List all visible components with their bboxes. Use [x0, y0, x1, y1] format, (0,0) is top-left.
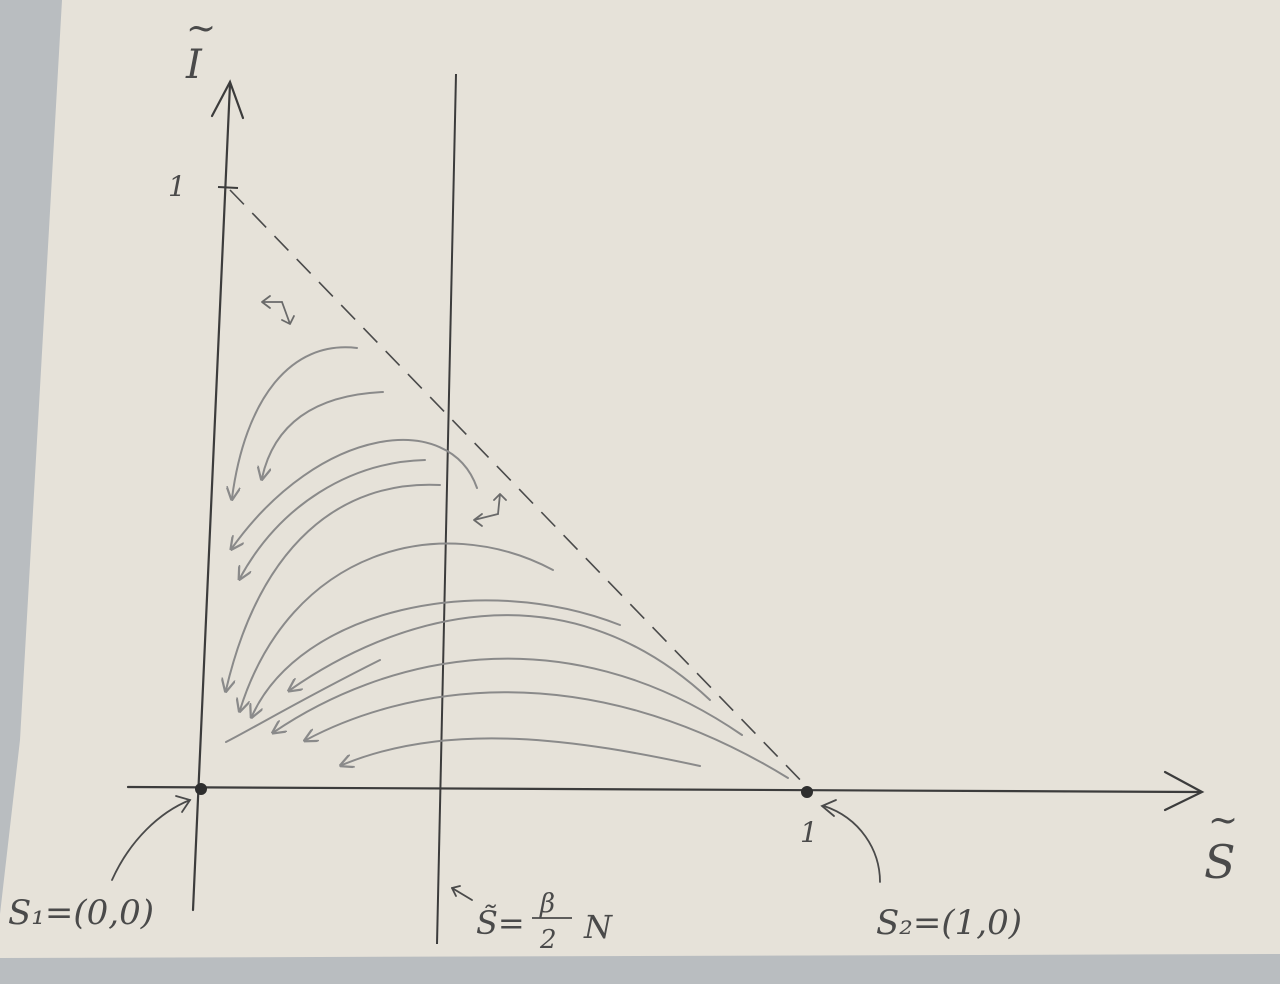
y-tick-mark: [217, 186, 239, 189]
trajectory: [262, 391, 384, 478]
y-axis-tilde: ~: [186, 8, 216, 49]
direction-arrow-icon: [281, 301, 295, 325]
x-tick-label: 1: [800, 816, 818, 849]
pointer-arrow-s1: [111, 799, 191, 881]
s1-label: S₁=(0,0): [8, 893, 154, 933]
trajectory: [252, 599, 621, 716]
threshold-lhs: S̃=: [476, 904, 525, 942]
threshold-suffix: N: [583, 908, 613, 946]
threshold-denominator: 2: [539, 925, 557, 955]
trajectory: [290, 614, 711, 701]
trajectory: [225, 659, 381, 743]
s2-label: S₂=(1,0): [876, 903, 1022, 943]
trajectory: [274, 657, 743, 736]
vertical-threshold-line: [436, 73, 457, 945]
trajectory: [226, 483, 441, 690]
direction-arrow-icon: [473, 513, 499, 527]
y-axis-label: I: [185, 42, 203, 88]
y-axis: [191, 82, 232, 912]
pointer-arrows: [111, 795, 881, 901]
threshold-label: S̃= β 2 N: [476, 889, 613, 955]
trajectory: [232, 439, 478, 548]
equilibrium-point-s2: [801, 786, 813, 798]
x-axis-label: S: [1204, 835, 1236, 889]
trajectory: [342, 737, 701, 766]
direction-indicators: [261, 295, 507, 527]
pointer-arrow-s1-head: [175, 795, 192, 813]
trajectory: [240, 542, 554, 710]
direction-arrow-icon: [261, 295, 283, 309]
pointer-arrow-s2: [823, 805, 881, 883]
dashed-boundary-line: [229, 189, 809, 789]
equilibrium-point-s1: [195, 783, 207, 795]
trajectory: [306, 691, 789, 779]
pointer-arrow-s2-head: [820, 799, 837, 817]
x-axis: [126, 785, 1202, 794]
paper-sheet: [0, 0, 1280, 958]
threshold-numerator: β: [539, 889, 555, 919]
pointer-arrow-line-head: [451, 885, 461, 897]
pointer-arrow-line: [451, 887, 473, 901]
x-axis-arrowhead: [1163, 770, 1205, 812]
direction-arrow-icon: [493, 493, 507, 515]
trajectories: [225, 346, 789, 779]
trajectory: [240, 459, 426, 578]
trajectory: [232, 346, 358, 498]
x-axis-tilde: ~: [1208, 800, 1238, 841]
y-axis-arrowhead: [210, 79, 245, 120]
axes: [126, 79, 1205, 912]
y-tick-label: 1: [168, 170, 186, 203]
